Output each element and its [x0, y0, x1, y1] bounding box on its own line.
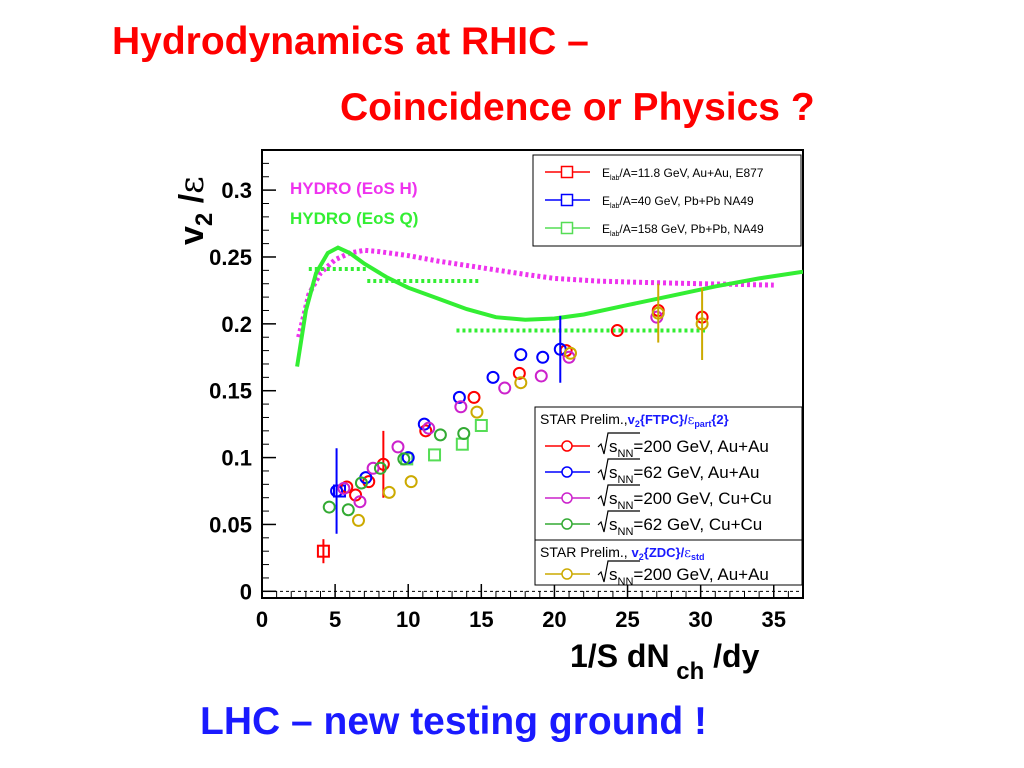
x-tick-label: 0: [256, 607, 268, 632]
legend-top-marker: [560, 165, 574, 179]
data-point-circle: [322, 500, 336, 514]
y-axis-title-group: v2 /ε: [172, 176, 218, 245]
y-tick-label: 0.1: [221, 446, 252, 471]
data-point-square: [455, 437, 469, 451]
data-point-circle: [337, 481, 351, 495]
data-point-circle: [651, 306, 665, 320]
legend-top-marker: [560, 193, 574, 207]
x-axis-title: 1/S dN ch /dy: [570, 638, 760, 685]
x-tick-label: 25: [615, 607, 639, 632]
x-tick-label: 20: [542, 607, 566, 632]
data-point-circle: [382, 485, 396, 499]
x-tick-label: 30: [688, 607, 712, 632]
data-point-circle: [433, 428, 447, 442]
data-point-circle: [330, 484, 344, 498]
data-point-circle: [452, 390, 466, 404]
legend-star-entry: sNN=200 GeV, Cu+Cu: [609, 489, 772, 512]
data-point-circle: [419, 424, 433, 438]
data-point-circle: [536, 350, 550, 364]
y-tick-label: 0.15: [209, 379, 252, 404]
plot-frame: [261, 149, 804, 599]
sqrt-symbol: [597, 484, 640, 507]
data-point-circle: [353, 495, 367, 509]
slide-bottom-text: LHC – new testing ground !: [200, 700, 707, 743]
hydro-curve: [296, 247, 774, 338]
data-point-circle: [470, 405, 484, 419]
data-point-circle: [534, 369, 548, 383]
data-point-circle: [695, 317, 709, 331]
legend-top-box: [532, 154, 802, 247]
y-tick-label: 0.3: [221, 178, 252, 203]
slide-title-line2: Coincidence or Physics ?: [340, 86, 815, 129]
legend-star-marker: [561, 518, 573, 530]
y-tick-label: 0: [240, 579, 252, 604]
legend-zdc-marker: [561, 568, 573, 580]
data-point-circle: [610, 324, 624, 338]
slide-title-line1: Hydrodynamics at RHIC –: [112, 20, 589, 63]
data-point-circle: [457, 427, 471, 441]
y-tick-label: 0.2: [221, 312, 252, 337]
x-tick-label: 15: [469, 607, 493, 632]
y-axis-title: v2 /ε: [172, 176, 218, 245]
sqrt-symbol: [597, 510, 640, 533]
sqrt-symbol: [597, 458, 640, 481]
data-point-square: [316, 544, 330, 558]
y-tick-label: 0.05: [209, 512, 252, 537]
legend-top-entry: Elab/A=158 GeV, Pb+Pb, NA49: [602, 222, 764, 238]
v2-eccentricity-chart: 0 5 10 15 20 25 30 35 0 0.05 0.1 0.15 0.2 0.25 0.3 1/S …: [172, 149, 804, 685]
legend-star-marker: [561, 466, 573, 478]
legend-zdc-entry: sNN=200 GeV, Au+Au: [609, 565, 769, 588]
legend-top-entry: Elab/A=11.8 GeV, Au+Au, E877: [602, 166, 764, 182]
legend-top-marker: [560, 221, 574, 235]
data-point-circle: [404, 475, 418, 489]
annotation-hydro-h: HYDRO (EoS H): [290, 179, 418, 198]
legend-zdc-header: STAR Prelim., v2{ZDC}/εstd: [540, 544, 704, 562]
legend-star-marker: [561, 440, 573, 452]
legend-star-marker: [561, 492, 573, 504]
data-point-circle: [514, 376, 528, 390]
data-point-circle: [454, 400, 468, 414]
annotation-hydro-q: HYDRO (EoS Q): [290, 209, 418, 228]
data-point-circle: [373, 461, 387, 475]
data-point-circle: [422, 421, 436, 435]
data-point-circle: [514, 348, 528, 362]
y-tick-label: 0.25: [209, 245, 252, 270]
legend-zdc-box: [534, 539, 803, 586]
legend-star-entry: sNN=62 GeV, Cu+Cu: [609, 515, 762, 538]
data-point-circle: [397, 452, 411, 466]
x-tick-label: 5: [329, 607, 341, 632]
data-point-circle: [467, 390, 481, 404]
hydro-curve: [295, 245, 803, 367]
sqrt-symbol: [597, 560, 640, 583]
x-tick-label: 10: [396, 607, 420, 632]
data-point-square: [428, 448, 442, 462]
data-point-circle: [354, 476, 368, 490]
plot-content: [295, 245, 803, 564]
data-point-circle: [352, 513, 366, 527]
legend-top-entry: Elab/A=40 GeV, Pb+Pb NA49: [602, 194, 754, 210]
data-point-circle: [391, 440, 405, 454]
data-point-square: [474, 418, 488, 432]
x-tick-label: 35: [762, 607, 786, 632]
legend-star-box: [534, 406, 803, 541]
legend-star-entry: sNN=200 GeV, Au+Au: [609, 437, 769, 460]
data-point-circle: [498, 381, 512, 395]
data-point-circle: [341, 503, 355, 517]
data-point-circle: [512, 366, 526, 380]
sqrt-symbol: [597, 432, 640, 455]
data-point-circle: [564, 346, 578, 360]
legend-star-entry: sNN=62 GeV, Au+Au: [609, 463, 759, 486]
data-point-circle: [486, 370, 500, 384]
data-point-circle: [366, 461, 380, 475]
